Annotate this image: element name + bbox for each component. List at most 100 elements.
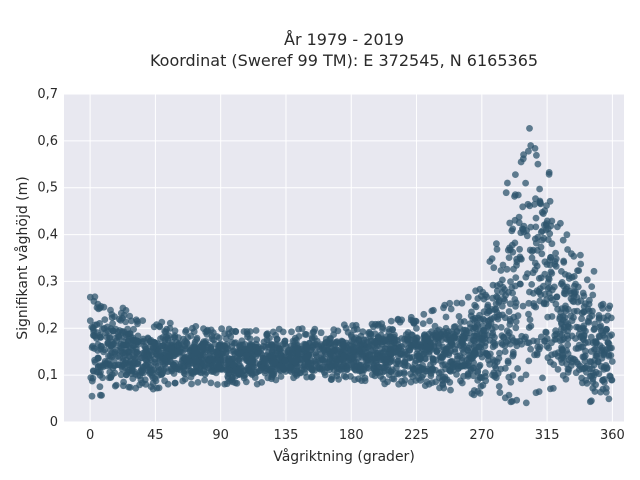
scatter-point xyxy=(129,334,137,342)
scatter-point xyxy=(518,340,526,348)
scatter-point xyxy=(154,340,161,348)
scatter-point xyxy=(583,363,590,370)
scatter-point xyxy=(471,324,478,332)
scatter-point xyxy=(257,349,264,357)
scatter-point xyxy=(133,348,141,356)
scatter-point xyxy=(511,216,519,224)
scatter-point xyxy=(421,337,429,345)
scatter-point xyxy=(133,317,141,325)
scatter-point xyxy=(295,325,302,333)
scatter-point xyxy=(293,372,301,379)
scatter-point xyxy=(94,341,102,348)
scatter-point xyxy=(156,323,164,331)
scatter-point xyxy=(189,324,196,332)
scatter-point xyxy=(358,351,366,358)
scatter-point xyxy=(424,367,431,375)
scatter-point xyxy=(554,349,562,356)
scatter-point xyxy=(154,371,162,379)
scatter-point xyxy=(481,342,489,350)
scatter-point xyxy=(154,362,162,370)
scatter-point xyxy=(522,399,530,407)
scatter-point xyxy=(266,334,273,342)
scatter-point xyxy=(453,299,461,307)
scatter-point xyxy=(280,365,288,373)
scatter-point xyxy=(509,289,516,297)
scatter-point xyxy=(161,327,169,335)
scatter-point xyxy=(322,339,330,346)
scatter-point xyxy=(504,357,512,365)
scatter-point xyxy=(385,328,393,336)
scatter-point xyxy=(200,367,208,375)
scatter-point xyxy=(545,169,553,176)
scatter-point xyxy=(446,299,454,307)
scatter-point xyxy=(140,338,148,345)
scatter-point xyxy=(535,288,543,296)
scatter-point xyxy=(511,191,519,199)
scatter-point xyxy=(370,364,377,372)
scatter-point xyxy=(105,374,113,382)
scatter-point xyxy=(309,343,317,350)
scatter-point xyxy=(450,360,458,368)
scatter-point xyxy=(564,341,572,349)
scatter-point xyxy=(522,179,529,187)
scatter-point xyxy=(513,255,520,263)
scatter-point xyxy=(86,317,94,325)
scatter-point xyxy=(498,288,506,296)
scatter-point xyxy=(94,300,102,308)
scatter-point xyxy=(529,337,537,345)
scatter-point xyxy=(350,346,357,354)
scatter-point xyxy=(96,383,104,391)
x-tick-label: 180 xyxy=(339,428,364,443)
scatter-point xyxy=(505,308,513,315)
scatter-point xyxy=(571,282,578,290)
scatter-point xyxy=(590,326,598,333)
scatter-point xyxy=(530,302,538,310)
scatter-point xyxy=(258,364,266,372)
scatter-point xyxy=(547,385,554,393)
scatter-point xyxy=(602,362,610,369)
scatter-point xyxy=(387,317,395,325)
scatter-point xyxy=(129,375,137,382)
x-tick-label: 0 xyxy=(86,428,94,443)
scatter-point xyxy=(97,391,104,399)
scatter-point xyxy=(447,305,455,313)
scatter-point xyxy=(408,354,416,361)
scatter-point xyxy=(340,341,347,349)
scatter-point xyxy=(342,324,350,332)
scatter-point xyxy=(458,299,466,307)
scatter-point xyxy=(599,385,607,393)
scatter-point xyxy=(394,315,402,323)
scatter-point xyxy=(162,365,170,372)
scatter-point xyxy=(496,389,504,396)
scatter-point xyxy=(508,397,516,405)
scatter-point xyxy=(407,378,415,386)
scatter-point xyxy=(558,320,565,328)
scatter-point xyxy=(459,362,467,369)
scatter-point xyxy=(487,319,495,327)
scatter-point xyxy=(343,365,351,373)
scatter-point xyxy=(460,326,467,334)
scatter-point xyxy=(589,339,597,347)
scatter-point xyxy=(132,384,140,392)
scatter-point xyxy=(514,312,522,320)
scatter-point xyxy=(450,323,458,331)
scatter-point xyxy=(401,376,409,384)
scatter-point xyxy=(344,359,352,366)
scatter-point xyxy=(486,360,493,368)
scatter-point xyxy=(114,352,122,360)
scatter-point xyxy=(501,348,509,355)
scatter-point xyxy=(500,295,508,303)
scatter-point xyxy=(194,379,202,386)
scatter-point xyxy=(552,255,560,263)
scatter-point xyxy=(155,347,163,355)
scatter-point xyxy=(531,259,539,267)
scatter-point xyxy=(607,314,615,322)
scatter-point xyxy=(606,372,614,380)
scatter-point xyxy=(493,240,500,248)
scatter-point xyxy=(590,267,598,275)
scatter-point xyxy=(429,355,437,363)
scatter-point xyxy=(532,223,540,231)
scatter-point xyxy=(513,261,520,269)
scatter-point xyxy=(596,333,603,341)
scatter-point xyxy=(252,327,260,334)
